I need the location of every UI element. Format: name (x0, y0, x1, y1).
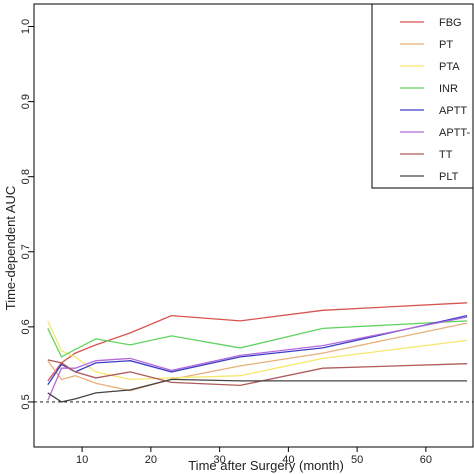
series-line-fbg (47, 302, 468, 382)
x-axis-label: Time after Surgery (month) (188, 458, 344, 473)
y-tick-label: 0.9 (20, 94, 32, 109)
x-tick-label: 20 (145, 454, 157, 466)
plot-frame (33, 3, 474, 448)
legend-box (371, 3, 474, 189)
series-line-pta (47, 320, 468, 381)
x-tick-label: 50 (351, 454, 363, 466)
legend-label: APTT- (439, 127, 471, 139)
x-tick-label: 60 (420, 454, 432, 466)
legend-label: APTT (439, 105, 467, 117)
y-tick-label: 0.5 (20, 394, 32, 409)
legend-label: PT (439, 39, 453, 51)
x-tick-label: 30 (214, 454, 226, 466)
legend-label: TT (439, 149, 453, 161)
y-tick-label: 0.6 (20, 319, 32, 334)
series-line-inr (47, 320, 468, 358)
series-line-pt (47, 322, 468, 392)
y-tick-label: 1.0 (20, 19, 32, 34)
series-line-aptt (47, 314, 468, 386)
y-tick-label: 0.8 (20, 169, 32, 184)
series-line-plt (47, 378, 468, 403)
legend-label: PTA (439, 61, 460, 73)
y-axis-label: Time-dependent AUC (3, 186, 18, 311)
series-line-aptt (47, 316, 468, 401)
legend-label: PLT (439, 171, 459, 183)
series-line-tt (47, 359, 468, 387)
x-tick-label: 40 (282, 454, 294, 466)
x-tick-label: 10 (76, 454, 88, 466)
legend-label: FBG (439, 17, 462, 29)
y-tick-label: 0.7 (20, 244, 32, 259)
legend-label: INR (439, 83, 458, 95)
plot-area: 10 20 30 40 50 60 0.5 0.6 0.7 0.8 0.9 1.0 FBG PT PTA IN… (20, 3, 474, 466)
